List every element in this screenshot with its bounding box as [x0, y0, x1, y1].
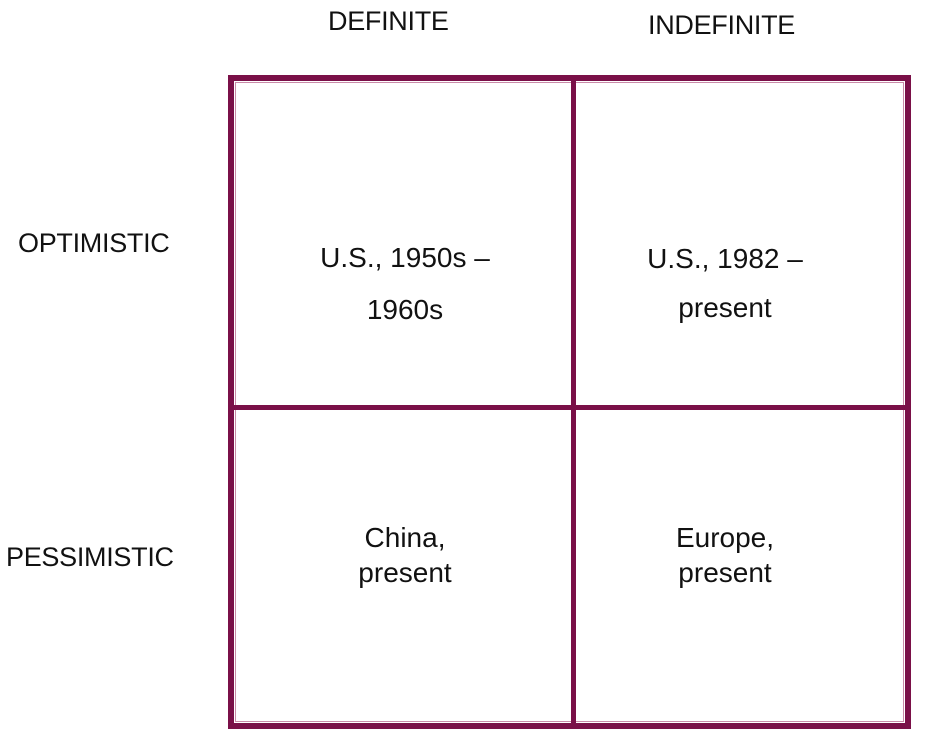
row-header-optimistic: OPTIMISTIC — [18, 228, 170, 258]
quadrant-grid — [228, 75, 911, 729]
cell-pessimistic-indefinite-line2: present — [678, 557, 772, 588]
cell-pessimistic-definite: China, present — [305, 520, 505, 590]
cell-pessimistic-definite-line2: present — [358, 557, 452, 588]
grid-vertical-divider — [571, 81, 576, 723]
cell-optimistic-definite-line2: 1960s — [366, 293, 444, 325]
row-header-pessimistic: PESSIMISTIC — [6, 542, 174, 572]
column-header-indefinite: INDEFINITE — [648, 10, 796, 40]
grid-horizontal-divider — [234, 405, 905, 410]
cell-pessimistic-indefinite: Europe, present — [625, 520, 825, 590]
column-header-definite: DEFINITE — [328, 6, 449, 36]
cell-optimistic-indefinite-line1: U.S., 1982 – — [647, 243, 803, 274]
cell-pessimistic-definite-line1: China, — [364, 522, 446, 553]
cell-optimistic-definite: U.S., 1950s – 1960s — [300, 232, 510, 336]
cell-pessimistic-indefinite-line1: Europe, — [675, 522, 775, 553]
cell-optimistic-indefinite: U.S., 1982 – present — [625, 234, 825, 332]
cell-optimistic-indefinite-line2: present — [678, 292, 772, 323]
cell-optimistic-definite-line1: U.S., 1950s – — [320, 242, 490, 273]
